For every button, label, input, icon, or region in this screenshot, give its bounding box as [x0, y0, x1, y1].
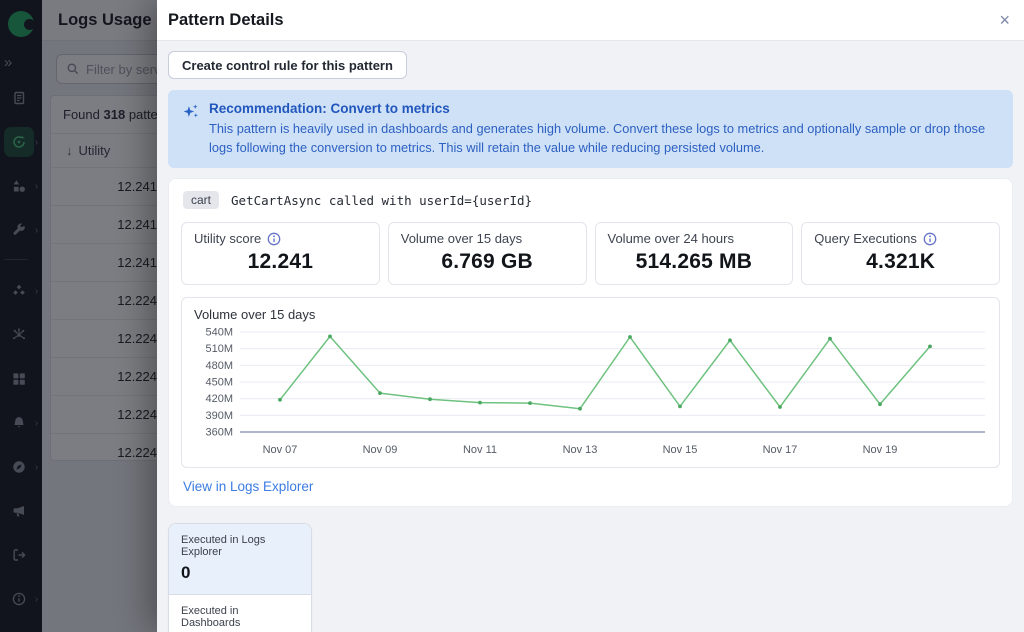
- metric-value: 4.321K: [866, 250, 936, 273]
- pattern-details-panel: Pattern Details × Create control rule fo…: [157, 0, 1024, 632]
- svg-text:390M: 390M: [205, 410, 233, 422]
- volume-line-chart: 540M 510M 480M 450M 420M 390M 360M Nov 07 Nov 09…: [205, 327, 985, 456]
- svg-text:Nov 19: Nov 19: [863, 444, 898, 456]
- metric-value: 514.265 MB: [635, 250, 753, 273]
- recommendation-title: Recommendation: Convert to metrics: [209, 101, 450, 116]
- svg-text:Nov 13: Nov 13: [563, 444, 598, 456]
- stat-executed-in-logs-explorer[interactable]: Executed in Logs Explorer 0: [169, 524, 311, 594]
- recommendation-body: This pattern is heavily used in dashboar…: [209, 121, 986, 155]
- stat-value: 0: [181, 563, 191, 582]
- svg-text:Nov 09: Nov 09: [363, 444, 398, 456]
- pattern-detail-card: cart GetCartAsync called with userId={us…: [168, 178, 1013, 507]
- svg-text:Nov 17: Nov 17: [763, 444, 798, 456]
- svg-text:540M: 540M: [205, 327, 233, 339]
- pattern-tag: cart: [183, 191, 220, 209]
- stat-executed-in-dashboards[interactable]: Executed in Dashboards 4321: [169, 594, 311, 632]
- metric-label: Utility score: [194, 231, 262, 246]
- stat-label: Executed in Dashboards: [181, 605, 241, 629]
- create-control-rule-button[interactable]: Create control rule for this pattern: [168, 51, 407, 79]
- metric-label: Volume over 15 days: [400, 231, 523, 246]
- metric-card-volume-24-hours: Volume over 24 hours 514.265 MB: [594, 222, 794, 285]
- svg-text:510M: 510M: [205, 343, 233, 355]
- metric-label: Volume over 24 hours: [607, 231, 734, 246]
- stat-label: Executed in Logs Explorer: [181, 534, 266, 558]
- execution-stats-card: Executed in Logs Explorer 0 Executed in …: [168, 523, 312, 632]
- metric-label: Query Executions: [814, 231, 917, 246]
- svg-text:480M: 480M: [205, 360, 233, 372]
- svg-text:Nov 15: Nov 15: [663, 444, 698, 456]
- pattern-row: cart GetCartAsync called with userId={us…: [181, 189, 1000, 209]
- metric-card-utility-score: Utility score 12.241: [181, 222, 380, 285]
- metric-card-query-executions: Query Executions 4.321K: [801, 222, 1000, 285]
- chart-title: Volume over 15 days: [194, 307, 316, 322]
- view-in-logs-explorer-link[interactable]: View in Logs Explorer: [183, 479, 314, 494]
- info-icon[interactable]: [267, 232, 281, 246]
- metric-value: 6.769 GB: [441, 250, 533, 273]
- metric-card-volume-15-days: Volume over 15 days 6.769 GB: [387, 222, 587, 285]
- svg-text:Nov 07: Nov 07: [263, 444, 298, 456]
- recommendation-banner: Recommendation: Convert to metrics This …: [168, 90, 1013, 168]
- panel-title: Pattern Details: [168, 11, 284, 29]
- metric-value: 12.241: [247, 250, 314, 273]
- close-icon[interactable]: ×: [999, 10, 1010, 30]
- recommendation-text: Recommendation: Convert to metrics This …: [209, 101, 999, 157]
- sparkles-icon: [183, 104, 198, 118]
- panel-body: Create control rule for this pattern Rec…: [157, 41, 1024, 632]
- svg-text:420M: 420M: [205, 393, 233, 405]
- svg-text:Nov 11: Nov 11: [463, 444, 497, 456]
- svg-text:360M: 360M: [205, 427, 233, 439]
- panel-header: Pattern Details ×: [157, 0, 1024, 41]
- info-icon[interactable]: [923, 232, 937, 246]
- pattern-text: GetCartAsync called with userId={userId}: [231, 192, 533, 208]
- svg-text:450M: 450M: [205, 377, 233, 389]
- volume-chart-card: Volume over 15 days 540M 510M 480M 450M 420M…: [181, 297, 1000, 468]
- metric-cards-row: Utility score 12.241 Volume over 15 days…: [181, 222, 1000, 285]
